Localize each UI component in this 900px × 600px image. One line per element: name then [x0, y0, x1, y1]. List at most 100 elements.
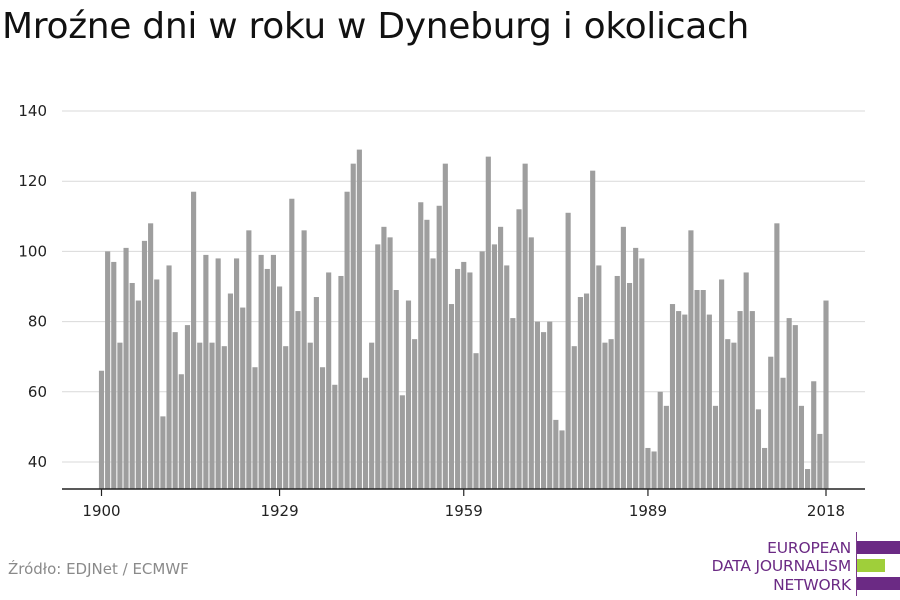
bar-2009 [768, 356, 774, 489]
bar-1979 [583, 293, 590, 489]
bar-1922 [234, 258, 240, 489]
logo-line-data-journalism: DATA JOURNALISM [711, 557, 852, 575]
bar-1930 [283, 346, 289, 489]
bar-1913 [178, 374, 184, 489]
bar-1953 [424, 219, 430, 489]
logo-bar-top [857, 541, 900, 554]
bar-2017 [817, 433, 823, 489]
y-tick-label: 60 [28, 383, 47, 401]
bar-1914 [184, 325, 191, 489]
bar-1973 [547, 321, 553, 489]
bar-1968 [516, 209, 522, 489]
bar-1956 [442, 163, 448, 489]
bar-2010 [774, 223, 780, 489]
bar-2016 [811, 381, 817, 489]
bars [98, 149, 829, 490]
bar-1958 [455, 268, 461, 489]
bar-1916 [197, 342, 203, 489]
chart-title: Mroźne dni w roku w Dyneburg i okolicach [2, 6, 749, 47]
bar-1934 [307, 342, 313, 489]
x-tick-label: 1929 [260, 502, 298, 520]
x-tick-label: 1959 [445, 502, 483, 520]
bar-1901 [105, 251, 111, 489]
bar-1965 [498, 226, 504, 489]
y-tick-label: 40 [28, 453, 47, 471]
y-axis: 40 60 80 100 120 140 [18, 102, 47, 471]
bar-1970 [528, 237, 534, 489]
source-note: Źródło: EDJNet / ECMWF [8, 560, 189, 578]
bar-1952 [418, 202, 424, 489]
x-tick-label: 1900 [82, 502, 120, 520]
bar-2004 [737, 311, 743, 489]
bar-1961 [473, 353, 479, 489]
bar-1975 [559, 430, 565, 489]
bar-2006 [749, 311, 755, 489]
bar-1915 [191, 191, 197, 490]
bar-1943 [362, 377, 369, 489]
bar-1938 [332, 384, 338, 489]
bar-1903 [117, 342, 123, 489]
logo-bar-middle [857, 559, 885, 572]
y-tick-label: 80 [28, 313, 47, 331]
bar-1951 [412, 339, 418, 489]
bar-1963 [485, 156, 491, 489]
bar-1936 [319, 367, 326, 489]
bar-1921 [227, 293, 234, 489]
bar-2013 [792, 325, 798, 489]
bar-1918 [209, 342, 215, 489]
edjnet-logo[interactable]: EUROPEAN DATA JOURNALISM NETWORK [712, 532, 900, 598]
bar-1984 [614, 275, 620, 489]
bar-1928 [270, 254, 276, 489]
bar-1920 [221, 346, 227, 489]
bar-1933 [301, 230, 307, 489]
bar-2012 [786, 318, 792, 489]
bar-1987 [633, 247, 639, 489]
bar-1935 [313, 297, 319, 489]
bar-1985 [620, 226, 626, 489]
bar-1924 [246, 230, 252, 489]
bar-1983 [608, 339, 614, 489]
bar-1947 [387, 237, 393, 489]
bar-1917 [203, 254, 209, 489]
bar-1994 [676, 311, 682, 489]
bar-1990 [651, 451, 657, 489]
bar-1996 [688, 230, 694, 489]
bar-2018 [823, 300, 829, 489]
bar-1927 [264, 268, 270, 489]
bar-1972 [541, 332, 547, 489]
bar-1949 [399, 395, 405, 489]
bar-1905 [129, 282, 135, 489]
bar-1950 [405, 300, 412, 489]
bar-1981 [596, 265, 602, 489]
bar-2001 [719, 279, 725, 489]
bar-1912 [172, 332, 178, 489]
bar-1969 [522, 163, 528, 489]
bar-1945 [375, 244, 381, 489]
y-tick-label: 120 [18, 172, 47, 190]
bar-1982 [602, 342, 608, 489]
bar-2000 [712, 405, 719, 489]
bar-1923 [240, 307, 246, 489]
bar-1932 [295, 311, 301, 489]
bar-1957 [448, 304, 455, 489]
logo-bar-bottom [857, 577, 900, 590]
logo-divider [856, 532, 857, 596]
logo-line-network: NETWORK [773, 576, 851, 594]
bar-1962 [479, 251, 485, 489]
bar-1939 [338, 275, 344, 489]
bar-1944 [369, 342, 375, 489]
bar-1942 [356, 149, 362, 490]
bar-1988 [639, 258, 645, 489]
bar-1900 [98, 370, 105, 489]
bar-1992 [663, 405, 669, 489]
bar-1908 [148, 223, 154, 489]
bar-1977 [571, 346, 577, 489]
x-axis: 1900 1929 1959 1989 2018 [82, 489, 845, 520]
bar-1986 [626, 282, 633, 489]
bar-1976 [565, 212, 571, 490]
bar-2008 [762, 447, 768, 489]
bar-1929 [276, 286, 283, 489]
bar-1948 [393, 290, 399, 489]
bar-1902 [111, 261, 117, 489]
y-tick-label: 100 [18, 242, 47, 260]
